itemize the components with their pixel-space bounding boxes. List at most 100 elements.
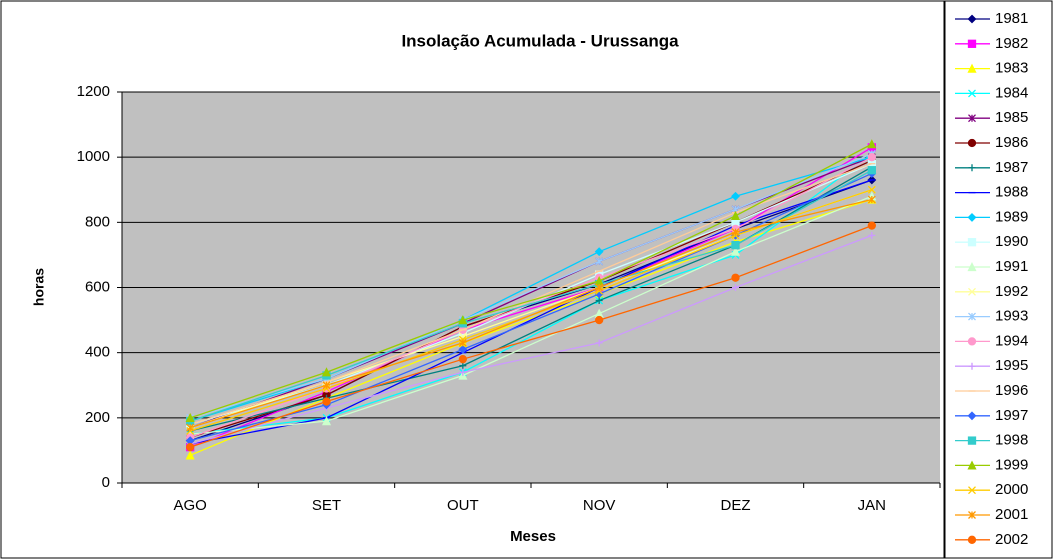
x-axis-label: Meses (510, 528, 556, 545)
legend-marker (967, 138, 977, 148)
legend-marker (968, 89, 976, 98)
legend-label: 1999 (995, 456, 1028, 473)
data-point (458, 355, 467, 364)
data-point (731, 240, 740, 250)
data-point (867, 185, 876, 194)
legend-marker (967, 337, 977, 346)
legend-label: 1993 (995, 308, 1028, 325)
series-line (189, 169, 873, 422)
legend-marker (967, 460, 977, 470)
data-point (458, 338, 467, 347)
y-tick-label: 1000 (77, 148, 110, 165)
x-tick-label: AGO (173, 497, 206, 514)
legend-label: 1981 (995, 10, 1028, 27)
data-point (732, 284, 739, 291)
y-tick-label: 400 (85, 344, 110, 361)
legend-label: 1996 (995, 382, 1028, 399)
data-point (731, 228, 740, 237)
data-point (459, 368, 467, 376)
series-line (190, 172, 873, 442)
series-line (189, 146, 873, 448)
data-point (459, 362, 467, 370)
data-point (595, 339, 603, 347)
chart-title: Insolação Acumulada - Urussanga (401, 31, 679, 50)
data-point (186, 423, 195, 432)
legend-marker (967, 411, 977, 421)
data-point (185, 450, 195, 460)
legend-label: 1988 (995, 184, 1028, 201)
data-point (867, 153, 876, 162)
legend-marker (968, 511, 976, 519)
series-line (190, 153, 873, 435)
data-point (730, 210, 741, 220)
series-line (190, 234, 873, 445)
y-tick-label: 0 (102, 474, 110, 491)
legend-label: 1986 (995, 134, 1028, 151)
x-tick-label: SET (312, 497, 341, 514)
series-line (189, 143, 873, 419)
data-point (322, 397, 331, 406)
legend-marker (968, 486, 976, 495)
data-point (867, 139, 877, 149)
data-point (595, 315, 604, 325)
data-point (595, 283, 604, 292)
data-point (595, 257, 604, 266)
legend-label: 1994 (995, 332, 1028, 349)
data-point (458, 344, 468, 354)
data-point (322, 381, 331, 390)
legend-label: 1991 (995, 258, 1028, 275)
legend-label: 1983 (995, 60, 1028, 77)
legend-label: 2000 (995, 481, 1028, 498)
data-point (321, 416, 332, 426)
data-point (321, 367, 332, 377)
x-tick-label: NOV (583, 497, 616, 514)
x-tick-label: JAN (858, 497, 886, 514)
data-point (731, 191, 740, 201)
legend-marker (967, 212, 977, 222)
data-point (867, 195, 876, 204)
data-point (731, 273, 740, 282)
legend-marker (968, 362, 976, 370)
x-tick-label: DEZ (721, 497, 751, 514)
data-point (730, 246, 741, 256)
x-tick-label: OUT (447, 497, 479, 514)
legend-marker (968, 312, 976, 321)
y-tick-label: 800 (85, 213, 110, 230)
data-point (867, 221, 876, 230)
data-point (868, 231, 876, 239)
series-line (189, 198, 872, 429)
legend-label: 1982 (995, 35, 1028, 52)
series-line (189, 198, 873, 456)
legend-label: 1992 (995, 283, 1028, 300)
legend-label: 1990 (995, 233, 1028, 250)
legend-marker (967, 63, 977, 73)
legend-marker (968, 114, 976, 123)
legend-label: 2002 (995, 531, 1028, 548)
legend-label: 1998 (995, 432, 1028, 449)
y-tick-label: 1200 (77, 83, 110, 100)
series-line (189, 153, 873, 419)
y-tick-label: 600 (85, 278, 110, 295)
data-point (867, 166, 876, 175)
legend-label: 1984 (995, 84, 1028, 101)
series-line (189, 224, 873, 448)
legend-marker (967, 238, 977, 247)
data-point (185, 412, 195, 422)
legend-label: 1987 (995, 159, 1028, 176)
data-point (594, 247, 604, 257)
legend-marker (967, 262, 977, 272)
legend-label: 1989 (995, 208, 1028, 225)
legend-label: 1985 (995, 109, 1028, 126)
series-line (190, 195, 873, 435)
legend-marker (968, 164, 976, 172)
legend-label: 1995 (995, 357, 1028, 374)
series-line (190, 179, 873, 445)
legend-label: 2001 (995, 506, 1028, 523)
y-tick-label: 200 (85, 409, 110, 426)
legend-label: 1997 (995, 407, 1028, 424)
legend-marker (967, 436, 977, 445)
legend-marker (968, 287, 976, 296)
legend-marker (967, 535, 977, 544)
